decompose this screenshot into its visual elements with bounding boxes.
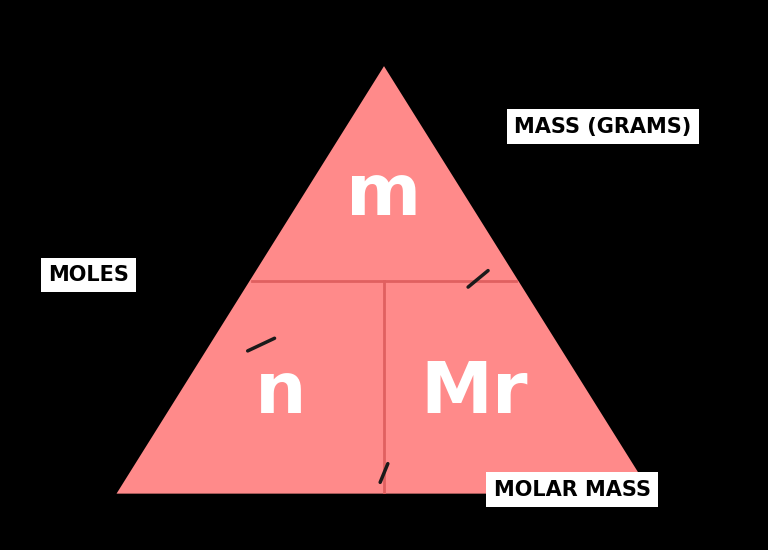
Polygon shape [119,69,649,492]
Text: m: m [346,161,422,230]
Text: MOLES: MOLES [48,265,129,285]
Text: Mr: Mr [421,359,528,428]
Text: MOLAR MASS: MOLAR MASS [494,480,650,499]
Text: MASS (GRAMS): MASS (GRAMS) [515,117,691,136]
Text: n: n [254,359,306,428]
